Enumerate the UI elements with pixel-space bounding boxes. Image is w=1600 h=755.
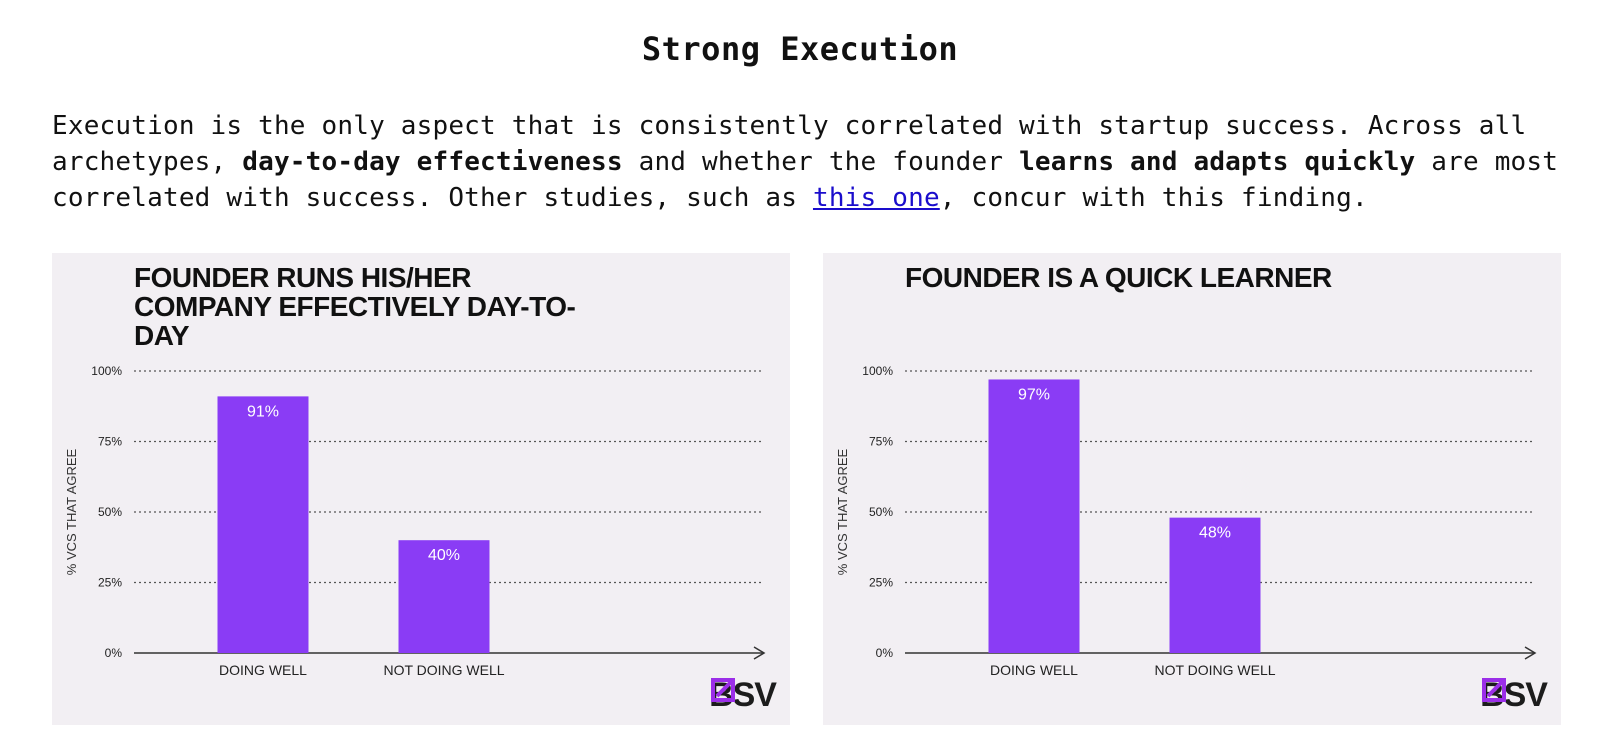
bar (398, 540, 490, 653)
this-one-link[interactable]: this one (812, 183, 940, 213)
bar (217, 396, 309, 653)
x-category-label: NOT DOING WELL (1154, 662, 1275, 678)
bsv-logo-icon (1482, 678, 1507, 702)
y-tick-label: 50% (98, 505, 122, 519)
paragraph-text-2: and whether the founder (622, 147, 1020, 177)
y-tick-label: 100% (862, 364, 893, 378)
y-tick-label: 100% (91, 364, 122, 378)
x-category-label: DOING WELL (219, 662, 307, 678)
y-tick-label: 0% (105, 646, 123, 660)
y-tick-label: 25% (869, 576, 893, 590)
bar-value-label: 91% (247, 403, 279, 420)
bar (1169, 517, 1261, 653)
paragraph-text-3: are most correlated with success. Other … (52, 147, 1559, 213)
bar-chart-quick-learner: 0% 25% 50% 75% 100% % VCS THAT AGREE 97% DOING … (835, 364, 1537, 678)
y-tick-label: 75% (869, 435, 893, 449)
y-tick-label: 50% (869, 505, 893, 519)
x-category-label: NOT DOING WELL (383, 662, 504, 678)
y-tick-label: 75% (98, 435, 122, 449)
bar-value-label: 40% (428, 547, 460, 564)
chart-title: FOUNDER IS A QUICK LEARNER (905, 262, 1332, 293)
bsv-logo: BSV (709, 676, 777, 715)
page-heading: Strong Execution (641, 30, 959, 68)
bar-value-label: 48% (1199, 525, 1231, 542)
y-axis-label: % VCS THAT AGREE (835, 448, 850, 575)
bar (988, 379, 1080, 653)
x-axis-arrow (753, 646, 766, 660)
x-axis-arrow (1524, 646, 1537, 660)
y-tick-label: 25% (98, 576, 122, 590)
x-category-label: DOING WELL (990, 662, 1078, 678)
y-tick-label: 0% (876, 646, 894, 660)
paragraph-bold-2: learns and adapts quickly (1019, 147, 1416, 177)
intro-paragraph: Execution is the only aspect that is con… (52, 108, 1572, 216)
bsv-logo: BSV (1480, 676, 1548, 715)
paragraph-bold-1: day-to-day effectiveness (242, 147, 623, 177)
paragraph-text-1: Execution is the only aspect that is con… (52, 111, 1527, 177)
chart-card-day-to-day: FOUNDER RUNS HIS/HER COMPANY EFFECTIVELY… (52, 253, 790, 725)
bar-value-label: 97% (1018, 386, 1050, 403)
y-axis-label: % VCS THAT AGREE (64, 448, 79, 575)
bar-chart-day-to-day: 0% 25% 50% 75% 100% % VCS THAT AGREE 91% DOING … (64, 364, 766, 678)
chart-card-quick-learner: FOUNDER IS A QUICK LEARNER 0% 25% 50% 75% 10… (823, 253, 1561, 725)
chart-title: FOUNDER RUNS HIS/HER COMPANY EFFECTIVELY… (134, 262, 576, 351)
bsv-logo-icon (711, 678, 736, 702)
paragraph-text-4: , concur with this finding. (939, 183, 1368, 213)
